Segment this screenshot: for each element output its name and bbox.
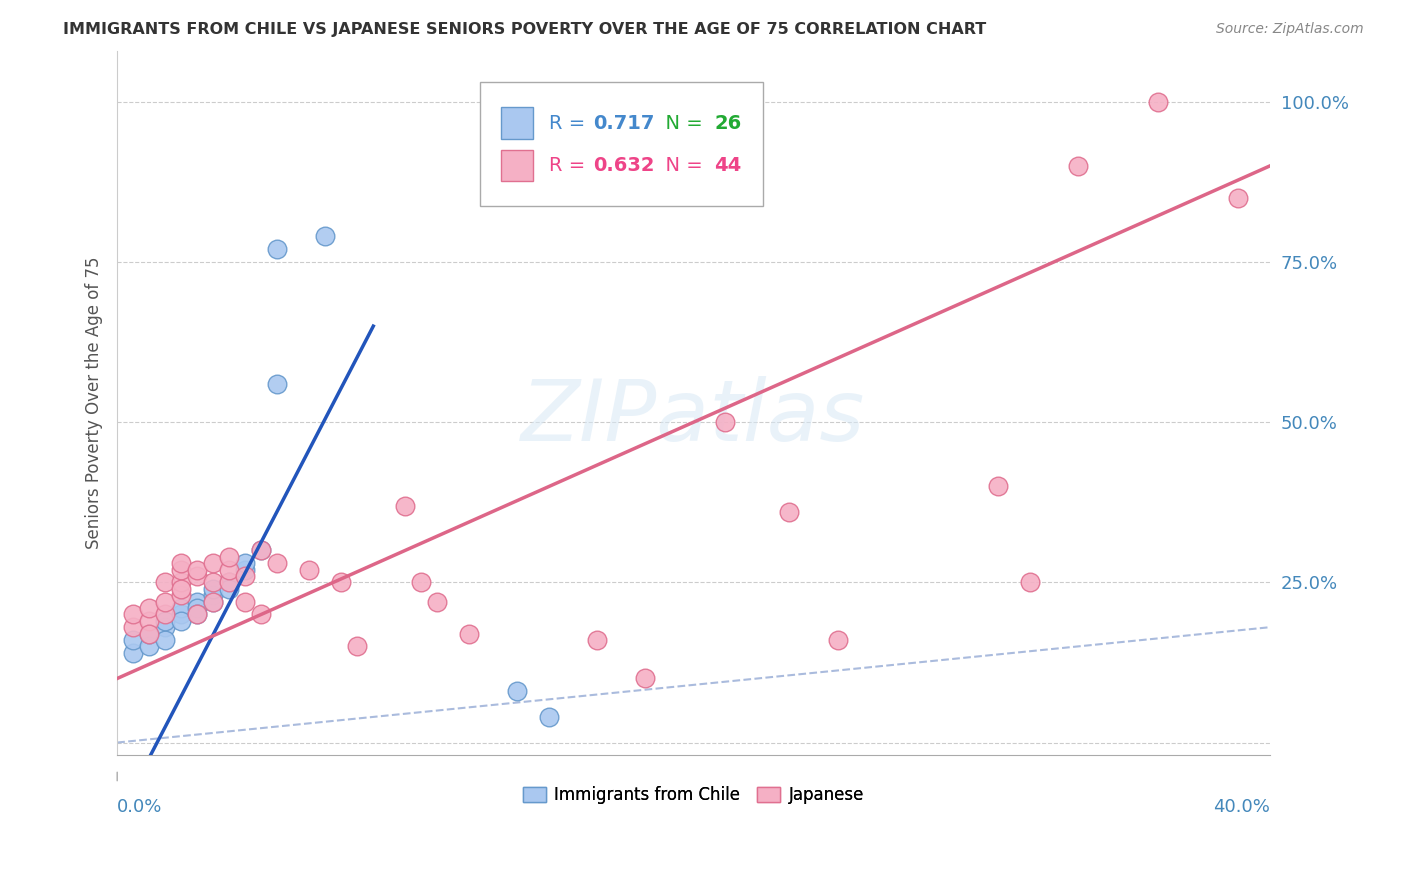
Point <box>298 563 321 577</box>
Point <box>233 594 256 608</box>
Bar <box>501 107 533 139</box>
Point <box>233 556 256 570</box>
Point <box>138 601 160 615</box>
Point <box>170 575 193 590</box>
Point <box>170 588 193 602</box>
Point <box>186 607 208 622</box>
Point <box>458 626 481 640</box>
Point <box>186 607 208 622</box>
Point <box>1066 159 1088 173</box>
Legend: Immigrants from Chile, Japanese: Immigrants from Chile, Japanese <box>516 779 870 811</box>
Point <box>170 607 193 622</box>
Text: 0.717: 0.717 <box>593 114 655 133</box>
Point <box>1226 191 1249 205</box>
Point <box>586 633 609 648</box>
Bar <box>501 150 533 181</box>
Point <box>218 582 240 596</box>
Point <box>330 575 353 590</box>
Point <box>218 563 240 577</box>
Text: 40.0%: 40.0% <box>1213 797 1270 815</box>
Point <box>170 601 193 615</box>
Point <box>170 614 193 628</box>
Point <box>266 242 288 256</box>
Text: N =: N = <box>654 156 709 175</box>
Point <box>122 620 145 634</box>
Point <box>202 582 225 596</box>
Text: 44: 44 <box>714 156 741 175</box>
Point <box>138 614 160 628</box>
Point <box>155 607 177 622</box>
Point <box>1018 575 1040 590</box>
Point <box>779 505 801 519</box>
Point <box>170 556 193 570</box>
Point <box>155 594 177 608</box>
Point <box>155 614 177 628</box>
Point <box>266 376 288 391</box>
Point <box>138 626 160 640</box>
Point <box>138 626 160 640</box>
Point <box>827 633 849 648</box>
Point <box>250 543 273 558</box>
Point <box>218 575 240 590</box>
Point <box>202 594 225 608</box>
Point <box>202 556 225 570</box>
Text: Source: ZipAtlas.com: Source: ZipAtlas.com <box>1216 22 1364 37</box>
Point <box>394 499 416 513</box>
Point <box>250 607 273 622</box>
Point <box>714 415 737 429</box>
Point <box>233 563 256 577</box>
Text: 26: 26 <box>714 114 741 133</box>
Point <box>411 575 433 590</box>
Point <box>506 684 529 698</box>
Point <box>122 607 145 622</box>
Point <box>186 563 208 577</box>
Point <box>266 556 288 570</box>
Point <box>186 601 208 615</box>
Point <box>634 672 657 686</box>
Point <box>138 640 160 654</box>
Point <box>218 575 240 590</box>
Text: R =: R = <box>550 114 592 133</box>
Point <box>202 588 225 602</box>
Point <box>202 594 225 608</box>
Point <box>170 563 193 577</box>
Y-axis label: Seniors Poverty Over the Age of 75: Seniors Poverty Over the Age of 75 <box>86 257 103 549</box>
Point <box>155 633 177 648</box>
Point <box>987 479 1010 493</box>
Point <box>346 640 368 654</box>
Point <box>155 575 177 590</box>
Point <box>218 549 240 564</box>
Point <box>233 569 256 583</box>
Point <box>186 594 208 608</box>
Point <box>122 646 145 660</box>
Text: 0.0%: 0.0% <box>117 797 163 815</box>
Point <box>155 620 177 634</box>
Point <box>122 633 145 648</box>
Point <box>314 229 336 244</box>
Point <box>186 569 208 583</box>
Text: IMMIGRANTS FROM CHILE VS JAPANESE SENIORS POVERTY OVER THE AGE OF 75 CORRELATION: IMMIGRANTS FROM CHILE VS JAPANESE SENIOR… <box>63 22 987 37</box>
Point <box>202 575 225 590</box>
Point <box>538 710 561 724</box>
Point <box>250 543 273 558</box>
Point <box>426 594 449 608</box>
Text: R =: R = <box>550 156 592 175</box>
Point <box>1146 95 1168 109</box>
Text: 0.632: 0.632 <box>593 156 655 175</box>
Text: ZIPatlas: ZIPatlas <box>522 376 866 458</box>
Bar <box>481 82 762 206</box>
Text: N =: N = <box>654 114 709 133</box>
Point <box>170 582 193 596</box>
